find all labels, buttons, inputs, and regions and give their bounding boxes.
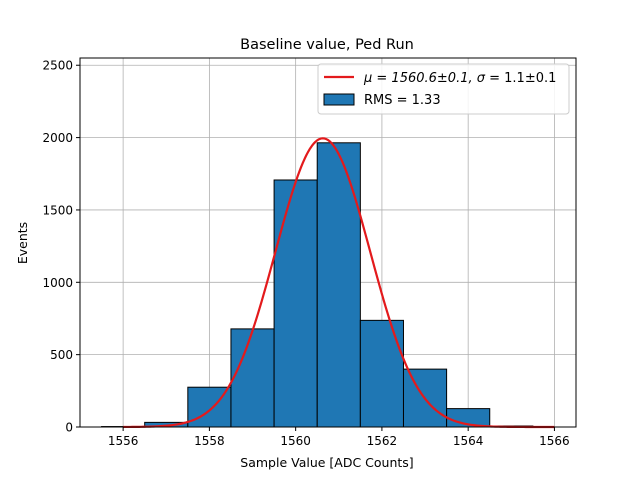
x-tick-label: 1562	[367, 434, 398, 448]
x-tick-label: 1564	[453, 434, 484, 448]
legend-fit-label-sigma: σ	[477, 71, 486, 86]
y-tick-label: 1000	[42, 276, 73, 290]
legend-histogram-swatch	[323, 93, 355, 106]
y-tick-label: 2500	[42, 59, 73, 73]
y-axis-label: Events	[15, 222, 30, 264]
y-tick-label: 1500	[42, 203, 73, 217]
histogram-bar	[273, 179, 318, 428]
y-tick-label: 2000	[42, 131, 73, 145]
x-tick-label: 1558	[194, 434, 225, 448]
y-axis-ticks: 0 500 1000 1500 2000 2500	[42, 59, 80, 435]
histogram-bar	[230, 328, 275, 428]
legend-box	[317, 63, 570, 115]
chart-title: Baseline value, Ped Run	[240, 37, 414, 53]
legend: μ = 1560.6±0.1, σ = 1.1±0.1 RMS = 1.33	[317, 63, 570, 115]
legend-fit-label-suffix: = 1.1±0.1	[485, 71, 556, 86]
y-tick-label: 0	[65, 421, 73, 435]
x-tick-label: 1566	[539, 434, 570, 448]
plot-frame	[79, 57, 577, 428]
legend-fit-label-prefix: μ = 1560.6±0.1,	[363, 71, 477, 86]
x-axis-ticks: 1556 1558 1560 1562 1564 1566	[108, 427, 570, 448]
x-tick-label: 1556	[108, 434, 139, 448]
histogram-bar	[316, 142, 361, 428]
gaussian-fit-curve	[123, 137, 555, 429]
legend-histogram-label: RMS = 1.33	[364, 93, 441, 108]
histogram-bar	[359, 319, 404, 428]
legend-fit-label: μ = 1560.6±0.1, σ = 1.1±0.1	[363, 71, 556, 86]
x-tick-label: 1560	[280, 434, 311, 448]
x-axis-label: Sample Value [ADC Counts]	[240, 455, 413, 470]
y-tick-label: 500	[50, 348, 73, 362]
